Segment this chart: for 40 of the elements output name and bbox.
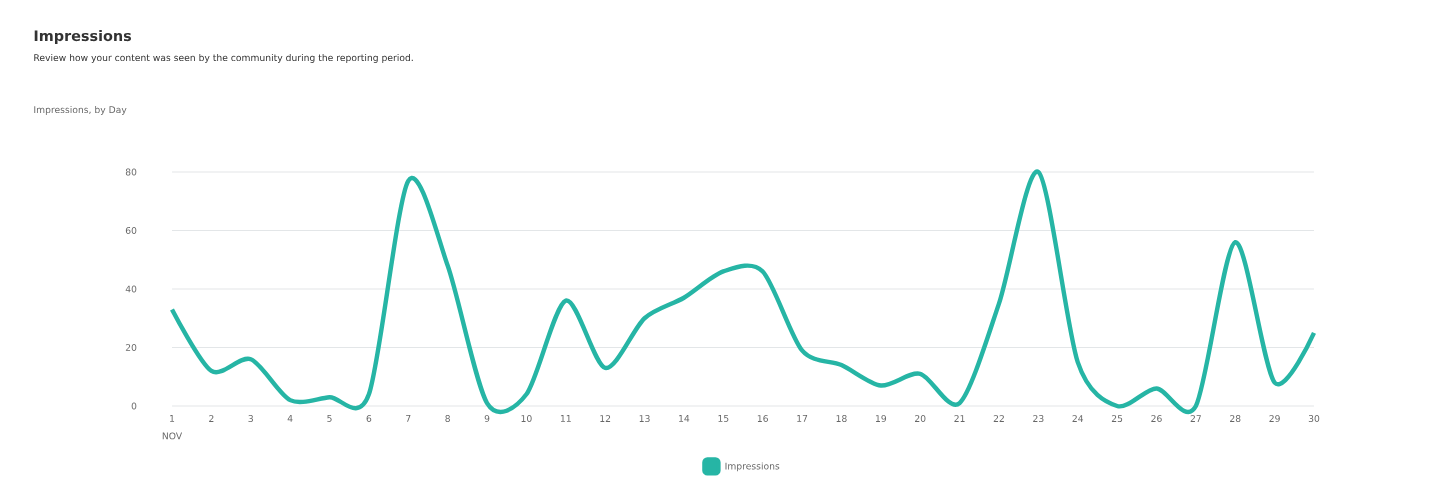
text: NOV [162,432,183,440]
x-tick-label: 4 [287,415,293,422]
x-tick-label: 23 [1033,415,1044,422]
y-tick-label: 60 [125,227,137,234]
legend-label: Impressions [725,462,780,472]
chart-subtitle: Review how your content was seen by the community during the reporting period. [34,53,413,63]
x-tick-label: 18 [836,415,847,422]
x-tick-label: 28 [1230,415,1241,422]
x-tick-label: 27 [1190,415,1201,422]
x-tick-label: 9 [484,415,490,422]
chart-title: Impressions [34,30,132,44]
x-tick-label: 5 [327,415,332,422]
x-tick-label: 10 [521,415,532,422]
x-tick-label: 19 [875,415,887,422]
x-tick-label: 21 [954,415,965,422]
x-tick-label: 12 [600,415,611,422]
x-tick-label: 16 [757,415,768,422]
y-tick-label: 20 [125,344,137,351]
x-tick-label: 6 [366,415,372,422]
x-tick-label: 11 [560,415,571,422]
x-tick-label: 24 [1072,415,1084,422]
x-tick-label: 30 [1308,415,1320,422]
x-tick-label: 22 [993,415,1004,422]
x-tick-label: 2 [209,415,214,422]
x-tick-label: 15 [718,415,729,422]
x-tick-label: 25 [1111,415,1123,422]
x-tick-label: 8 [445,415,450,422]
x-tick-label: 13 [639,415,650,422]
x-tick-label: 14 [679,415,690,422]
y-tick-label: 0 [131,402,137,410]
x-tick-label: 7 [406,415,411,422]
x-tick-label: 1 [170,415,175,422]
x-tick-label: 29 [1269,415,1280,422]
x-tick-label: 20 [915,415,926,422]
x-tick-label: 3 [248,415,253,422]
x-tick-label: 26 [1151,415,1162,422]
y-tick-label: 80 [125,168,137,176]
y-tick-label: 40 [125,285,137,293]
text: Impressions, by Day [34,105,127,115]
x-tick-label: 17 [797,415,808,422]
